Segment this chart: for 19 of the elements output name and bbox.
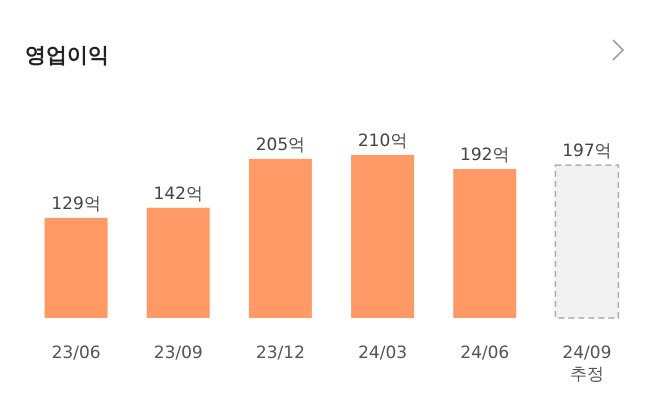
data-label: 197억 [562, 141, 612, 162]
bar [554, 164, 620, 319]
data-label: 142억 [154, 184, 203, 204]
data-label: 129억 [51, 194, 101, 214]
bar [44, 218, 108, 318]
data-label: 210억 [358, 131, 408, 151]
data-label: 192억 [460, 144, 510, 165]
bar [453, 168, 516, 318]
x-tick-label: 23/09 [154, 343, 203, 363]
x-tick-label: 24/09 추정 [562, 343, 612, 384]
x-tick-label: 23/06 [52, 343, 101, 363]
chart-title: 영업이익 [25, 43, 109, 67]
x-tick-label: 23/12 [256, 343, 305, 363]
bar [351, 155, 414, 318]
x-tick-label: 24/06 [460, 343, 510, 363]
x-tick-label: 24/03 [358, 343, 408, 363]
data-label: 205억 [256, 134, 306, 155]
bar [248, 158, 312, 318]
bar [146, 208, 210, 318]
